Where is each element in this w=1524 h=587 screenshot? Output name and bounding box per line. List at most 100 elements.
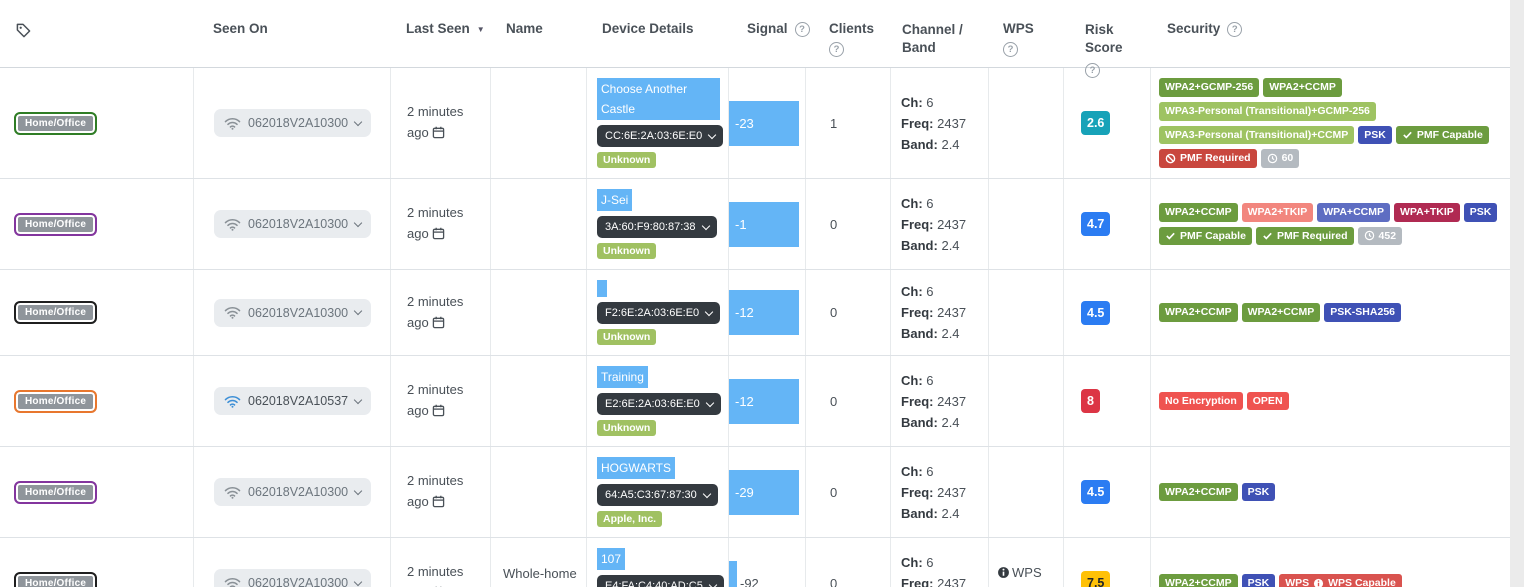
- vendor-badge: Unknown: [597, 329, 657, 345]
- classification-badge[interactable]: Home/Office: [14, 389, 98, 413]
- header-device-details[interactable]: Device Details: [602, 21, 694, 36]
- signal-cell: -23: [728, 68, 805, 178]
- calendar-icon[interactable]: [432, 493, 445, 514]
- classification-badge[interactable]: Home/Office: [14, 212, 98, 236]
- security-badge: PSK: [1241, 482, 1276, 502]
- help-icon[interactable]: ?: [829, 42, 844, 57]
- last-seen-cell: 2 minutes ago: [390, 179, 490, 269]
- security-cell: WPA2+CCMP PSK WPS WPS Capable: [1150, 538, 1510, 587]
- mac-address-dropdown[interactable]: F2:6E:2A:03:6E:E0: [597, 302, 721, 324]
- seen-on-sensor-dropdown[interactable]: 062018V2A10300: [214, 298, 372, 327]
- header-seen-on[interactable]: Seen On: [213, 21, 268, 36]
- wifi-icon: [224, 577, 241, 587]
- security-badge: PSK: [1463, 202, 1498, 222]
- seen-on-sensor-dropdown[interactable]: 062018V2A10300: [214, 109, 372, 137]
- ssid-label: HOGWARTS: [597, 457, 676, 479]
- check-icon: [1263, 233, 1272, 240]
- security-badge-label: WPA+TKIP: [1399, 205, 1454, 218]
- table-header: Seen On Last Seen ▼ Name Device Details …: [0, 0, 1510, 78]
- calendar-icon[interactable]: [432, 314, 445, 335]
- calendar-icon[interactable]: [432, 124, 445, 145]
- signal-cell: -29: [728, 447, 805, 537]
- wps-cell: [988, 270, 1063, 355]
- wps-cell: WPS Capable: [988, 538, 1063, 587]
- device-details-cell: Training E2:6E:2A:03:6E:E0 Unknown: [586, 356, 728, 446]
- mac-address: F2:6E:2A:03:6E:E0: [605, 307, 700, 319]
- mac-address-dropdown[interactable]: 64:A5:C3:67:87:30: [597, 484, 718, 506]
- channel-band-cell: Ch: 6 Freq: 2437 Band: 2.4: [890, 447, 988, 537]
- sensor-name: 062018V2A10300: [248, 305, 349, 320]
- wps-cell: [988, 179, 1063, 269]
- seen-on-cell: 062018V2A10300: [193, 538, 390, 587]
- help-icon[interactable]: ?: [1085, 63, 1100, 78]
- last-seen-text: 2 minutes ago: [407, 473, 464, 509]
- channel-label: Ch:: [901, 284, 923, 299]
- security-cell: WPA2+CCMP PSK: [1150, 447, 1510, 537]
- header-classification: [0, 0, 193, 67]
- header-name[interactable]: Name: [506, 21, 543, 36]
- mac-address-dropdown[interactable]: E2:6E:2A:03:6E:E0: [597, 393, 721, 415]
- clock-icon: [1267, 153, 1277, 164]
- freq-label: Freq:: [901, 216, 934, 232]
- header-risk-score[interactable]: Risk Score ?: [1085, 22, 1123, 78]
- header-signal[interactable]: Signal ?: [728, 0, 810, 67]
- classification-badge[interactable]: Home/Office: [14, 301, 98, 324]
- classification-badge[interactable]: Home/Office: [14, 480, 98, 504]
- chevron-down-icon: [353, 117, 363, 126]
- signal-value: -23: [735, 115, 754, 131]
- channel-value: 6: [926, 554, 934, 570]
- help-icon[interactable]: ?: [1227, 22, 1243, 37]
- check-icon: [1403, 132, 1412, 139]
- header-channel-band[interactable]: Channel / Band: [902, 22, 963, 55]
- band-label: Band:: [901, 237, 938, 253]
- help-icon[interactable]: ?: [794, 22, 810, 37]
- name-cell: [490, 270, 586, 355]
- mac-address: CC:6E:2A:03:6E:E0: [605, 130, 703, 142]
- classification-badge[interactable]: Home/Office: [14, 571, 98, 587]
- check-icon: [1166, 233, 1175, 240]
- vendor-badge: Unknown: [597, 152, 657, 168]
- wifi-icon: [224, 306, 241, 319]
- clock-icon: [1364, 231, 1374, 241]
- last-seen-cell: 2 minutes ago: [390, 270, 490, 355]
- freq-label: Freq:: [901, 393, 934, 409]
- chevron-down-icon: [705, 398, 715, 407]
- risk-cell: 4.5: [1063, 270, 1150, 355]
- seen-on-sensor-dropdown[interactable]: 062018V2A10300: [214, 569, 372, 587]
- security-badge-label: PMF Capable: [1416, 128, 1483, 141]
- chevron-down-icon: [702, 489, 711, 498]
- security-badge: 60: [1260, 149, 1300, 168]
- sensor-name: 062018V2A10537: [248, 394, 349, 408]
- risk-score-badge: 8: [1081, 389, 1100, 413]
- last-seen-cell: 2 minutes ago: [390, 447, 490, 537]
- calendar-icon[interactable]: [432, 225, 445, 246]
- seen-on-sensor-dropdown[interactable]: 062018V2A10300: [214, 478, 372, 506]
- help-icon[interactable]: ?: [1003, 42, 1018, 57]
- vendor-badge: Apple, Inc.: [597, 511, 663, 527]
- seen-on-sensor-dropdown[interactable]: 062018V2A10300: [214, 210, 372, 238]
- header-security[interactable]: Security ?: [1150, 0, 1510, 67]
- security-badge-label: PSK: [1469, 205, 1492, 218]
- security-badge: WPA+CCMP: [1317, 202, 1390, 222]
- mac-address-dropdown[interactable]: CC:6E:2A:03:6E:E0: [597, 125, 724, 147]
- classification-cell: Home/Office: [0, 270, 193, 355]
- mac-address-dropdown[interactable]: 3A:60:F9:80:87:38: [597, 216, 717, 238]
- signal-bar: -1: [729, 201, 799, 247]
- seen-on-sensor-dropdown[interactable]: 062018V2A10537: [214, 387, 372, 415]
- wifi-icon: [224, 218, 241, 231]
- chevron-down-icon: [353, 306, 363, 316]
- ban-icon: [1165, 153, 1176, 164]
- header-last-seen[interactable]: Last Seen ▼: [406, 21, 485, 36]
- security-badge: PMF Required: [1255, 226, 1354, 246]
- calendar-icon[interactable]: [432, 402, 445, 423]
- security-badge: OPEN: [1246, 391, 1289, 411]
- mac-address-dropdown[interactable]: E4:FA:C4:40:AD:C5: [597, 575, 724, 587]
- classification-badge[interactable]: Home/Office: [14, 111, 98, 135]
- sort-descending-icon[interactable]: ▼: [476, 25, 485, 34]
- risk-score-badge: 2.6: [1081, 111, 1111, 135]
- security-cell: WPA2+CCMP WPA2+TKIP WPA+CCMP WPA+TKIP PSK PMF…: [1150, 179, 1510, 269]
- header-wps[interactable]: WPS ?: [1003, 21, 1034, 57]
- header-clients[interactable]: Clients ?: [829, 21, 875, 57]
- signal-cell: -1: [728, 179, 805, 269]
